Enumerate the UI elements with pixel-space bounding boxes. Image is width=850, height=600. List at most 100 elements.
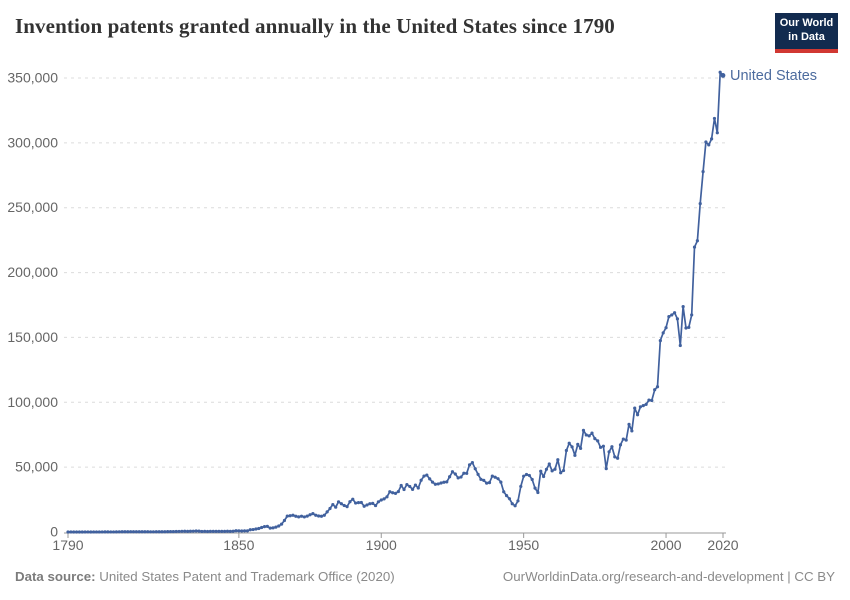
data-point — [513, 504, 517, 508]
data-point — [126, 530, 130, 534]
data-point — [382, 497, 386, 501]
data-point — [174, 529, 178, 534]
data-point — [507, 497, 512, 501]
series-end-label[interactable]: United States — [730, 68, 817, 84]
data-point — [502, 490, 506, 494]
data-point — [670, 313, 674, 317]
data-point — [74, 530, 79, 534]
data-point — [302, 515, 306, 519]
data-point — [251, 527, 255, 532]
data-point — [692, 245, 697, 249]
data-point — [496, 477, 500, 481]
chart-footer: Data source: United States Patent and Tr… — [15, 569, 835, 584]
data-source-text: United States Patent and Trademark Offic… — [95, 569, 395, 584]
data-point — [396, 489, 400, 494]
data-point — [274, 525, 278, 529]
data-point — [650, 398, 654, 403]
data-point — [690, 313, 694, 317]
data-point — [479, 477, 483, 481]
x-axis-tick-label: 2000 — [650, 537, 681, 553]
data-point — [550, 469, 554, 473]
data-point — [277, 524, 281, 528]
data-point — [197, 529, 201, 533]
data-point — [442, 480, 446, 484]
data-point — [450, 470, 455, 474]
data-point — [490, 474, 494, 478]
data-point — [405, 482, 409, 487]
data-point — [291, 513, 295, 517]
data-point — [547, 462, 551, 466]
data-point — [630, 429, 634, 433]
data-point — [573, 453, 577, 457]
data-point — [661, 331, 665, 335]
data-point — [644, 402, 648, 407]
data-point — [416, 486, 420, 490]
data-point — [373, 503, 378, 508]
data-point — [279, 522, 284, 526]
data-point — [678, 343, 682, 348]
data-point — [231, 529, 235, 533]
data-point — [593, 437, 597, 441]
data-point — [399, 483, 403, 488]
data-point — [701, 170, 705, 174]
data-point — [579, 446, 583, 451]
data-point — [718, 70, 722, 74]
data-point — [519, 484, 523, 489]
data-point — [322, 513, 326, 517]
data-point — [627, 422, 631, 426]
data-point — [83, 530, 87, 534]
data-point — [647, 398, 651, 402]
data-point — [487, 481, 492, 485]
data-point — [348, 500, 352, 504]
data-point — [234, 529, 238, 533]
data-point — [584, 433, 588, 437]
data-point — [168, 529, 173, 534]
data-point — [388, 490, 392, 494]
data-point — [419, 478, 423, 482]
data-point — [69, 530, 73, 534]
data-point — [561, 468, 566, 473]
data-point — [493, 475, 497, 479]
data-point — [695, 239, 699, 243]
data-point — [188, 529, 193, 533]
data-point — [576, 442, 580, 446]
data-point — [154, 530, 158, 534]
data-point — [325, 510, 329, 514]
data-point — [345, 505, 349, 509]
data-point — [319, 514, 324, 518]
data-point — [553, 467, 557, 471]
data-point — [100, 530, 104, 534]
data-point — [308, 513, 312, 517]
data-endpoint — [720, 73, 726, 78]
data-point — [504, 494, 509, 498]
data-point — [334, 505, 338, 509]
data-point — [536, 490, 540, 495]
data-point — [365, 503, 369, 507]
data-point — [485, 481, 489, 485]
data-point — [331, 502, 335, 507]
x-axis-tick-label: 1850 — [223, 537, 254, 553]
data-point — [282, 518, 287, 523]
data-point — [638, 405, 643, 409]
owid-logo[interactable]: Our World in Data — [775, 13, 838, 53]
series-layer — [66, 70, 726, 534]
y-axis-tick-label: 150,000 — [7, 329, 58, 345]
data-point — [522, 474, 526, 478]
y-axis-tick-label: 250,000 — [7, 199, 58, 215]
data-point — [299, 514, 304, 518]
x-axis-tick-label: 2020 — [707, 537, 738, 553]
data-point — [707, 143, 711, 147]
data-point — [203, 529, 207, 533]
data-point — [456, 476, 460, 480]
data-point — [97, 530, 101, 534]
data-point — [294, 514, 298, 518]
data-point — [86, 530, 90, 534]
y-axis-tick-label: 100,000 — [7, 394, 58, 410]
data-point — [148, 530, 153, 534]
data-point — [672, 311, 677, 315]
data-point — [439, 481, 443, 485]
data-point — [351, 497, 355, 501]
data-point — [160, 530, 164, 534]
data-point — [604, 467, 608, 471]
owid-link[interactable]: OurWorldinData.org/research-and-developm… — [502, 569, 835, 584]
